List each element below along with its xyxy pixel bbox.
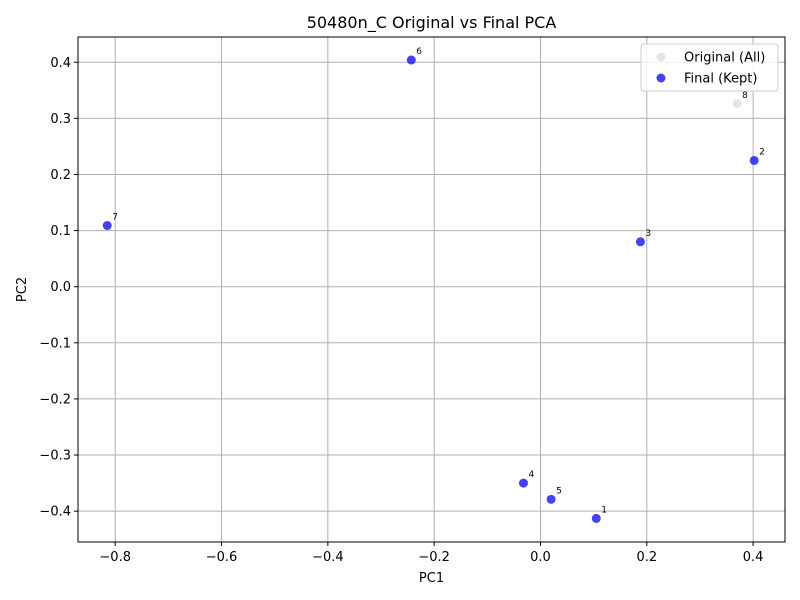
x-tick-label: 0.0 (530, 550, 551, 565)
data-point (732, 99, 742, 109)
x-axis-label: PC1 (419, 571, 444, 586)
x-tick-label: 0.2 (636, 550, 657, 565)
x-tick-label: −0.4 (312, 550, 344, 565)
y-tick-label: −0.3 (39, 449, 71, 464)
grid (78, 37, 785, 542)
data-point (406, 55, 416, 65)
chart-title: 50480n_C Original vs Final PCA (307, 13, 557, 33)
plot-frame (77, 36, 786, 543)
point-label: 5 (556, 486, 562, 496)
y-tick-label: 0.0 (50, 280, 71, 295)
point-label: 2 (759, 147, 765, 157)
y-tick-label: 0.1 (50, 224, 71, 239)
point-label: 1 (601, 505, 607, 515)
y-axis-label: PC2 (15, 277, 30, 302)
y-tick-label: 0.2 (50, 168, 71, 183)
data-point (635, 237, 645, 247)
legend-label: Final (Kept) (684, 72, 757, 87)
legend-marker (656, 52, 666, 62)
axis-ticks: −0.8 −0.6 −0.4 −0.2 0.0 0.2 0.4 −0.4 −0.3 −0.2 −0.… (39, 56, 763, 565)
data-point (749, 155, 759, 165)
x-tick-label: −0.2 (418, 550, 450, 565)
y-tick-label: 0.4 (50, 56, 71, 71)
y-tick-label: −0.2 (39, 392, 71, 407)
legend: Original (All) Final (Kept) (640, 43, 779, 92)
data-point (518, 478, 528, 488)
data-point (546, 494, 556, 504)
data-points: 8 1 2 3 4 5 6 7 (102, 47, 765, 523)
x-tick-label: −0.6 (206, 550, 238, 565)
point-label: 7 (112, 213, 118, 223)
y-tick-label: −0.1 (39, 336, 71, 351)
point-label: 6 (416, 47, 422, 57)
data-point (591, 513, 601, 523)
x-tick-label: 0.4 (743, 550, 764, 565)
legend-marker (656, 73, 666, 83)
y-tick-label: 0.3 (50, 112, 71, 127)
legend-box (640, 43, 779, 92)
y-tick-label: −0.4 (39, 505, 71, 520)
x-tick-label: −0.8 (99, 550, 131, 565)
data-point (102, 221, 112, 231)
point-label: 4 (528, 470, 534, 480)
point-label: 8 (742, 91, 748, 101)
point-label: 3 (645, 229, 651, 239)
legend-label: Original (All) (684, 51, 765, 66)
